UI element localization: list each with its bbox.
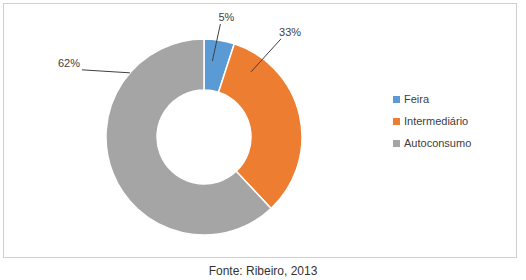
legend-label: Feira — [404, 93, 430, 105]
legend-swatch — [393, 118, 400, 125]
leader-line — [251, 39, 281, 72]
leader-line — [82, 70, 130, 73]
slices — [106, 39, 302, 235]
legend-label: Autoconsumo — [404, 137, 471, 149]
data-label: 5% — [218, 11, 234, 23]
chart-svg: 5% 33% 62% Feira Intermediário Autoconsumo Fon… — [0, 0, 526, 280]
slice — [106, 39, 271, 235]
legend-label: Intermediário — [404, 115, 468, 127]
legend-swatch — [393, 96, 400, 103]
data-label: 33% — [279, 26, 301, 38]
chart-root: 5% 33% 62% Feira Intermediário Autoconsumo Fon… — [0, 0, 526, 280]
chart-frame — [4, 4, 517, 258]
data-labels: 5% 33% 62% — [58, 11, 301, 73]
legend-swatch — [393, 140, 400, 147]
data-label: 62% — [58, 57, 80, 69]
legend: Feira Intermediário Autoconsumo — [393, 93, 471, 149]
leader-line — [212, 24, 220, 61]
source: Fonte: Ribeiro, 2013 — [209, 264, 318, 278]
